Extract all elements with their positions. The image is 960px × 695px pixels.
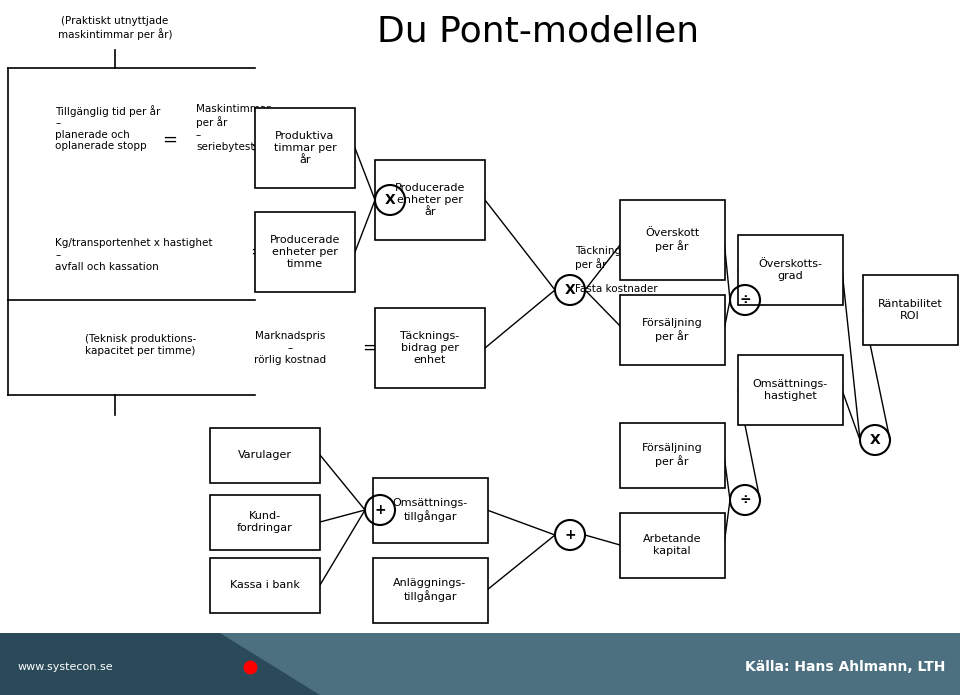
Text: (Teknisk produktions-
kapacitet per timme): (Teknisk produktions- kapacitet per timm… xyxy=(85,334,197,356)
Bar xyxy=(0,633,960,695)
Text: =: = xyxy=(363,339,377,357)
Text: Arbetande
kapital: Arbetande kapital xyxy=(643,534,701,556)
Text: Omsättnings-
tillgångar: Omsättnings- tillgångar xyxy=(393,498,468,522)
Text: Maskintimmar
per år
–
seriebytestid: Maskintimmar per år – seriebytestid xyxy=(196,104,271,152)
Text: Försäljning
per år: Försäljning per år xyxy=(641,443,703,467)
Text: =: = xyxy=(251,139,266,157)
Text: Överskotts-
grad: Överskotts- grad xyxy=(758,259,822,281)
FancyBboxPatch shape xyxy=(255,108,355,188)
FancyBboxPatch shape xyxy=(210,495,320,550)
Text: www.systecon.se: www.systecon.se xyxy=(18,662,113,672)
Text: Kg/transportenhet x hastighet
–
avfall och kassation: Kg/transportenhet x hastighet – avfall o… xyxy=(55,238,212,272)
Polygon shape xyxy=(0,633,320,695)
FancyBboxPatch shape xyxy=(372,557,488,623)
Text: +: + xyxy=(374,503,386,517)
Text: Källa: Hans Ahlmann, LTH: Källa: Hans Ahlmann, LTH xyxy=(745,660,945,674)
Text: Anläggnings-
tillgångar: Anläggnings- tillgångar xyxy=(394,578,467,602)
Text: ÷: ÷ xyxy=(739,293,751,307)
FancyBboxPatch shape xyxy=(255,212,355,292)
Text: Varulager: Varulager xyxy=(238,450,292,460)
FancyBboxPatch shape xyxy=(210,557,320,612)
Text: Du Pont-modellen: Du Pont-modellen xyxy=(376,15,699,49)
FancyBboxPatch shape xyxy=(375,160,485,240)
FancyBboxPatch shape xyxy=(619,200,725,280)
Text: (Praktiskt utnyttjade
maskintimmar per år): (Praktiskt utnyttjade maskintimmar per å… xyxy=(58,16,172,40)
Text: Marknadspris
–
rörlig kostnad: Marknadspris – rörlig kostnad xyxy=(254,332,326,365)
Text: +: + xyxy=(564,528,576,542)
Text: X: X xyxy=(870,433,880,447)
FancyBboxPatch shape xyxy=(375,308,485,388)
FancyBboxPatch shape xyxy=(737,235,843,305)
Text: Produktiva
timmar per
år: Produktiva timmar per år xyxy=(274,131,336,165)
Text: Täckningsbidrag
per år
-
Fasta kostnader: Täckningsbidrag per år - Fasta kostnader xyxy=(575,247,660,293)
Text: Producerade
enheter per
timme: Producerade enheter per timme xyxy=(270,236,340,268)
Text: Tillgänglig tid per år
–
planerade och
oplanerade stopp: Tillgänglig tid per år – planerade och o… xyxy=(55,105,160,152)
Text: ÷: ÷ xyxy=(739,493,751,507)
Text: X: X xyxy=(564,283,575,297)
FancyBboxPatch shape xyxy=(210,427,320,482)
FancyBboxPatch shape xyxy=(619,512,725,578)
Text: Försäljning
per år: Försäljning per år xyxy=(641,318,703,342)
Text: =: = xyxy=(251,243,266,261)
Text: Räntabilitet
ROI: Räntabilitet ROI xyxy=(877,300,943,321)
Text: Producerade
enheter per
år: Producerade enheter per år xyxy=(395,183,466,217)
FancyBboxPatch shape xyxy=(619,423,725,487)
FancyBboxPatch shape xyxy=(862,275,957,345)
Text: X: X xyxy=(385,193,396,207)
Text: Kund-
fordringar: Kund- fordringar xyxy=(237,512,293,533)
Text: =: = xyxy=(162,131,178,149)
FancyBboxPatch shape xyxy=(737,355,843,425)
Text: Överskott
per år: Överskott per år xyxy=(645,228,699,252)
Text: Omsättnings-
hastighet: Omsättnings- hastighet xyxy=(753,379,828,401)
FancyBboxPatch shape xyxy=(619,295,725,365)
Text: Kassa i bank: Kassa i bank xyxy=(230,580,300,590)
Text: =: = xyxy=(616,239,632,257)
Text: Täcknings-
bidrag per
enhet: Täcknings- bidrag per enhet xyxy=(400,332,460,365)
FancyBboxPatch shape xyxy=(372,477,488,543)
